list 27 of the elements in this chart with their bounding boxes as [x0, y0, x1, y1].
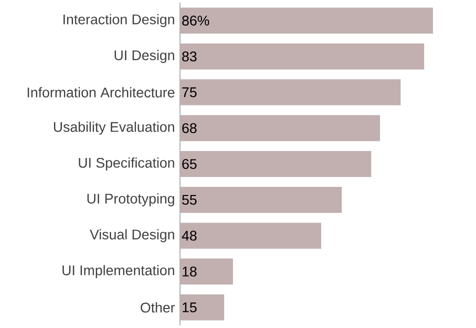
- bar: [180, 8, 433, 34]
- data-label: 18: [182, 266, 197, 277]
- y-tick-label: Usability Evaluation: [54, 122, 174, 135]
- y-tick-label: UI Specification: [78, 157, 174, 171]
- data-label: 15: [182, 302, 197, 312]
- bar: [180, 79, 401, 106]
- y-tick-label: Interaction Design: [64, 14, 174, 28]
- bar: [180, 115, 380, 142]
- data-label: 48: [182, 230, 197, 241]
- data-label: 55: [182, 194, 197, 205]
- bar: [180, 294, 224, 320]
- y-tick-label: UI Prototyping: [87, 193, 174, 206]
- bar: [180, 151, 372, 178]
- y-tick-label: UI Implementation: [62, 265, 174, 278]
- data-label: 75: [182, 87, 197, 98]
- bar: [180, 258, 233, 285]
- bar: [180, 186, 342, 213]
- y-tick-label: Visual Design: [90, 229, 174, 242]
- y-tick-label: UI Design: [114, 50, 174, 63]
- data-label: 83: [182, 52, 197, 62]
- y-tick-label: Information Architecture: [28, 87, 174, 98]
- data-label: 68: [182, 123, 197, 134]
- data-label: 86%: [182, 16, 210, 26]
- y-tick-label: Other: [140, 302, 175, 313]
- data-label: 65: [182, 159, 197, 169]
- bar: [180, 43, 424, 70]
- bar: [180, 222, 322, 249]
